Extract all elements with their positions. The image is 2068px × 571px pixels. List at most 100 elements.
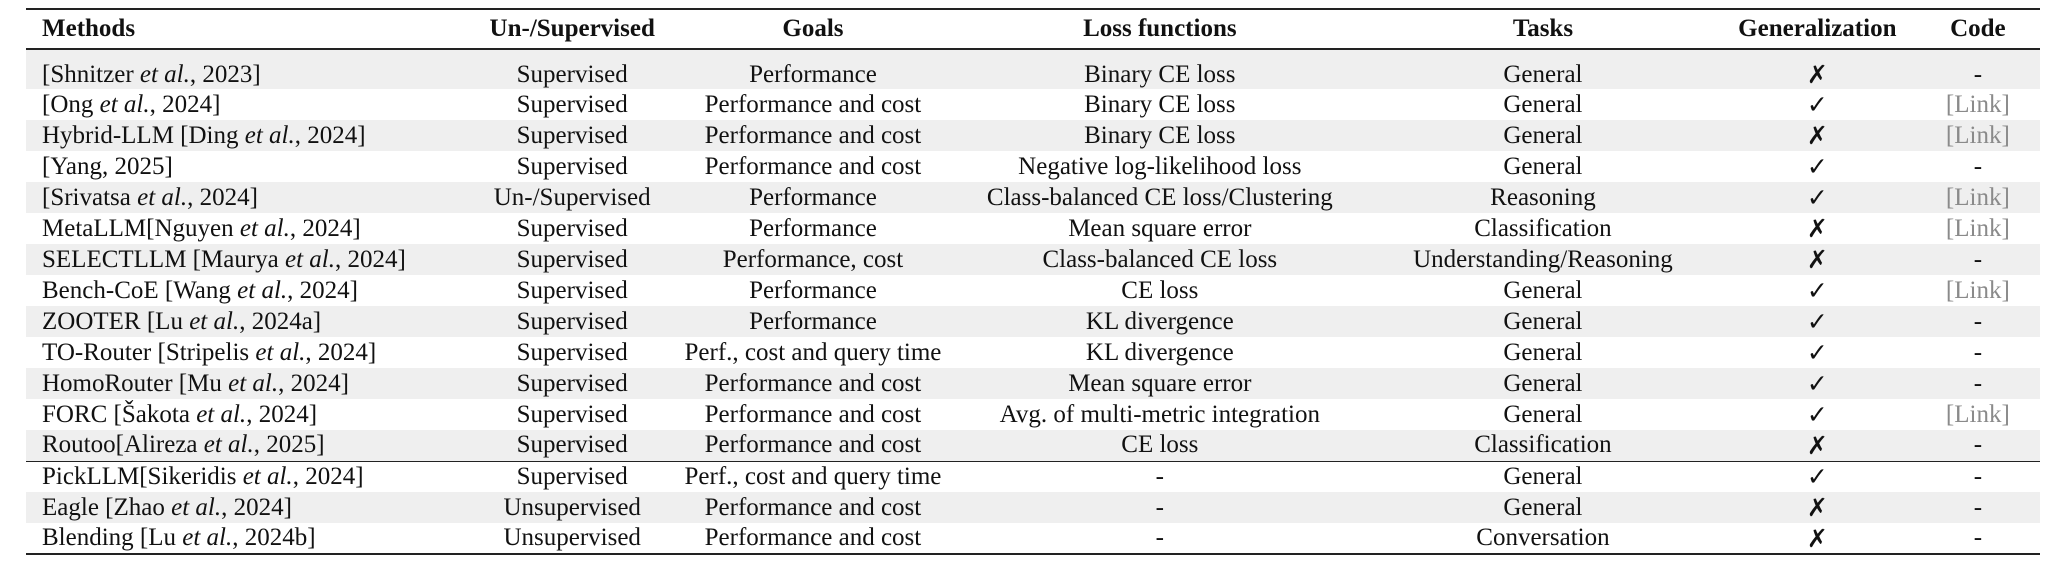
loss-function-cell: Avg. of multi-metric integration [999, 400, 1320, 428]
loss-function-cell: - [952, 460, 1367, 492]
supervision-cell: Supervised [471, 49, 674, 89]
goals-cell: Perf., cost and query time [673, 460, 953, 492]
code-cell: - [1915, 49, 2040, 89]
method-cell: [Ong et al., 2024] [26, 89, 471, 120]
header-methods: Methods [26, 8, 472, 50]
generalization-mark: ✓ [1718, 460, 1916, 492]
supervision-cell: Supervised [516, 400, 628, 428]
method-name: ZOOTER [Lu [42, 307, 190, 335]
goals-cell: Performance and cost [704, 90, 922, 118]
table-row: Routoo[Alireza et al., 2025] Supervised Pe… [26, 430, 2040, 461]
loss-function-cell: - [952, 523, 1367, 555]
supervision-cell: Supervised [516, 152, 628, 180]
method-name: Hybrid-LLM [Ding [42, 121, 245, 149]
method-et-al: et al. [285, 245, 336, 273]
method-citation-year: , 2024] [292, 462, 364, 490]
loss-function-cell: Class-balanced CE loss [952, 244, 1367, 275]
table-row: Eagle [Zhao et al., 2024] Unsupervised Per… [26, 492, 2040, 523]
table-row: MetaLLM[Nguyen et al., 2024] Supervised Pe… [26, 213, 2040, 244]
supervision-cell: Supervised [471, 244, 674, 275]
code-link[interactable]: [Link] [1915, 182, 2040, 213]
method-et-al: et al. [139, 60, 190, 88]
loss-function-cell: Binary CE loss [952, 49, 1367, 89]
header-tasks: Tasks [1366, 8, 1719, 50]
task-cell: General [1366, 120, 1719, 151]
table-row: [Shnitzer et al., 2023] Supervised Perform… [26, 49, 2040, 89]
generalization-mark: ✗ [1718, 244, 1916, 275]
loss-function-cell: Mean square error [952, 368, 1367, 399]
code-link[interactable]: [Link] [1945, 276, 2010, 304]
table-row: Hybrid-LLM [Ding et al., 2024] Supervised… [26, 120, 2040, 151]
method-citation-year: , 2024a] [239, 307, 322, 335]
task-cell: Conversation [1366, 523, 1719, 555]
task-cell: General [1503, 400, 1583, 428]
supervision-cell: Unsupervised [471, 492, 674, 523]
code-link[interactable]: [Link] [1915, 120, 2040, 151]
goals-cell: Performance and cost [673, 523, 953, 555]
method-cell: TO-Router [Stripelis et al., 2024] [26, 337, 471, 368]
method-et-al: et al. [189, 307, 240, 335]
supervision-cell: Supervised [471, 120, 674, 151]
generalization-mark: ✓ [1806, 90, 1828, 119]
method-name: [Srivatsa [42, 183, 138, 211]
generalization-mark: ✗ [1718, 49, 1916, 89]
loss-function-cell: Mean square error [1068, 214, 1252, 242]
generalization-mark: ✗ [1806, 214, 1828, 243]
code-cell: - [1915, 523, 2040, 555]
supervision-cell: Supervised [516, 276, 628, 304]
method-et-al: et al. [203, 431, 254, 459]
goals-cell: Performance and cost [673, 368, 953, 399]
method-cell: ZOOTER [Lu et al., 2024a] [26, 306, 472, 337]
goals-cell: Performance [673, 49, 953, 89]
method-citation-year: , 2024] [335, 245, 406, 273]
generalization-mark: ✓ [1718, 368, 1916, 399]
loss-function-cell: CE loss [952, 430, 1367, 461]
method-et-al: et al. [196, 400, 247, 428]
generalization-mark: ✗ [1718, 120, 1916, 151]
method-et-al: et al. [228, 369, 279, 397]
goals-cell: Performance and cost [704, 152, 922, 180]
method-name: Bench-CoE [Wang [42, 276, 238, 304]
method-citation-year: , 2024b] [232, 524, 316, 551]
table-row: PickLLM[Sikeridis et al., 2024] Supervise… [26, 460, 2040, 492]
supervision-cell: Supervised [516, 90, 628, 118]
code-cell: - [1915, 460, 2040, 492]
generalization-mark: ✓ [1806, 276, 1828, 305]
method-cell: MetaLLM[Nguyen et al., 2024] [26, 213, 471, 244]
goals-cell: Performance, cost [673, 244, 953, 275]
generalization-mark: ✓ [1718, 306, 1916, 337]
generalization-mark: ✗ [1718, 492, 1916, 523]
method-et-al: et al. [244, 121, 295, 149]
table-row: Bench-CoE [Wang et al., 2024] Supervised P… [26, 275, 2040, 306]
code-link[interactable]: [Link] [1945, 400, 2010, 428]
header-generalization: Generalization [1718, 8, 1916, 50]
method-name: FORC [Šakota [42, 400, 197, 428]
generalization-mark: ✓ [1806, 400, 1828, 429]
code-cell: - [1915, 430, 2040, 461]
method-cell: Eagle [Zhao et al., 2024] [26, 492, 472, 523]
goals-cell: Performance and cost [673, 430, 953, 461]
task-cell: General [1503, 152, 1583, 180]
code-cell: - [1973, 152, 1983, 180]
method-cell: [Srivatsa et al., 2024] [26, 182, 472, 213]
method-et-al: et al. [99, 90, 150, 118]
code-link[interactable]: [Link] [1945, 214, 2010, 242]
table-row: FORC [Šakota et al., 2024] Supervised Perf… [26, 399, 2040, 430]
header-goals: Goals [673, 8, 953, 50]
task-cell: Reasoning [1366, 182, 1719, 213]
method-cell: [Shnitzer et al., 2023] [26, 49, 472, 89]
loss-function-cell: CE loss [1121, 276, 1199, 304]
method-citation-year: , 2024] [149, 90, 221, 118]
method-cell: Bench-CoE [Wang et al., 2024] [26, 275, 471, 306]
method-et-al: et al. [242, 462, 293, 490]
table-body: [Shnitzer et al., 2023] Supervised Perform… [26, 49, 2040, 555]
method-cell: Routoo[Alireza et al., 2025] [26, 430, 472, 461]
table-row: TO-Router [Stripelis et al., 2024] Superv… [26, 337, 2040, 368]
supervision-cell: Un-/Supervised [471, 182, 674, 213]
method-citation-year: , 2024] [289, 214, 361, 242]
goals-cell: Performance and cost [704, 400, 922, 428]
goals-cell: Perf., cost and query time [684, 338, 942, 366]
code-link[interactable]: [Link] [1945, 90, 2010, 118]
header-loss-functions: Loss functions [952, 8, 1367, 50]
method-cell: [Yang, 2025] [26, 151, 471, 182]
